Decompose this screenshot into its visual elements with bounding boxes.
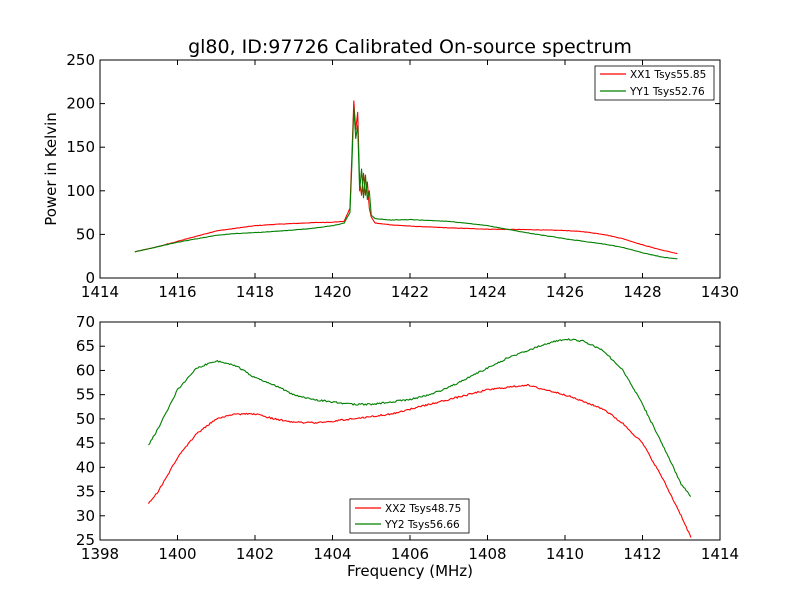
top-x-tick-label: 1420 [313, 283, 351, 301]
bottom-series-line-0 [147, 383, 692, 538]
bottom-y-tick-label: 55 [76, 386, 95, 404]
bottom-series-layer [147, 338, 692, 538]
bottom-ticks: 1398 1400 1402 1404 1406 1408 1410 1412 1414 25 30… [76, 313, 739, 563]
bottom-legend: XX2 Tsys48.75 YY2 Tsys56.66 [349, 498, 470, 534]
top-x-tick-label: 1422 [391, 283, 429, 301]
bottom-x-tick-label: 1412 [623, 545, 661, 563]
bottom-y-tick-label: 35 [76, 483, 95, 501]
bottom-x-tick-label: 1404 [313, 545, 351, 563]
bottom-x-tick-label: 1408 [468, 545, 506, 563]
top-y-tick-label: 0 [85, 269, 95, 287]
top-x-tick-label: 1428 [623, 283, 661, 301]
top-x-tick-label: 1414 [81, 283, 119, 301]
bottom-x-axis-label: Frequency (MHz) [347, 562, 473, 580]
bottom-x-tick-label: 1402 [236, 545, 274, 563]
top-y-tick-label: 150 [66, 138, 95, 156]
bottom-y-tick-label: 65 [76, 337, 95, 355]
legend-label-xx2: XX2 Tsys48.75 [385, 503, 461, 515]
bottom-y-tick-label: 50 [76, 410, 95, 428]
bottom-legend-box [349, 498, 470, 534]
top-x-tick-label: 1426 [546, 283, 584, 301]
top-series-line-1 [134, 107, 678, 260]
bottom-plot: 1398 1400 1402 1404 1406 1408 1410 1412 1414 25 30… [76, 313, 739, 580]
bottom-x-tick-label: 1410 [546, 545, 584, 563]
legend-label-yy2: YY2 Tsys56.66 [384, 519, 460, 531]
top-y-tick-label: 250 [66, 51, 95, 69]
bottom-y-tick-label: 30 [76, 507, 95, 525]
bottom-y-tick-label: 70 [76, 313, 95, 331]
top-series-line-0 [134, 100, 678, 255]
bottom-y-tick-label: 45 [76, 434, 95, 452]
legend-label-xx1: XX1 Tsys55.85 [630, 69, 706, 81]
top-x-tick-label: 1418 [236, 283, 274, 301]
bottom-series-line-1 [148, 338, 692, 497]
bottom-y-tick-label: 60 [76, 361, 95, 379]
bottom-x-tick-label: 1400 [158, 545, 196, 563]
top-x-tick-label: 1416 [158, 283, 196, 301]
bottom-y-tick-label: 25 [76, 531, 95, 549]
top-ticks: 1414 1416 1418 1420 1422 1424 1426 1428 1430 0 50 1… [66, 51, 739, 301]
top-y-axis-label: Power in Kelvin [42, 112, 60, 226]
top-legend-box [594, 65, 715, 101]
top-plot: 1414 1416 1418 1420 1422 1424 1426 1428 1430 0 50 1… [42, 51, 739, 301]
bottom-y-tick-label: 40 [76, 458, 95, 476]
top-legend: XX1 Tsys55.85 YY1 Tsys52.76 [594, 65, 715, 101]
bottom-x-tick-label: 1414 [701, 545, 739, 563]
bottom-x-tick-label: 1406 [391, 545, 429, 563]
top-y-tick-label: 100 [66, 182, 95, 200]
top-x-tick-label: 1430 [701, 283, 739, 301]
top-x-tick-label: 1424 [468, 283, 506, 301]
legend-label-yy1: YY1 Tsys52.76 [629, 86, 705, 98]
bottom-x-tick-label: 1398 [81, 545, 119, 563]
top-y-tick-label: 50 [76, 225, 95, 243]
top-y-tick-label: 200 [66, 95, 95, 113]
top-series-layer [134, 100, 678, 260]
chart-title: gl80, ID:97726 Calibrated On-source spec… [188, 36, 632, 58]
